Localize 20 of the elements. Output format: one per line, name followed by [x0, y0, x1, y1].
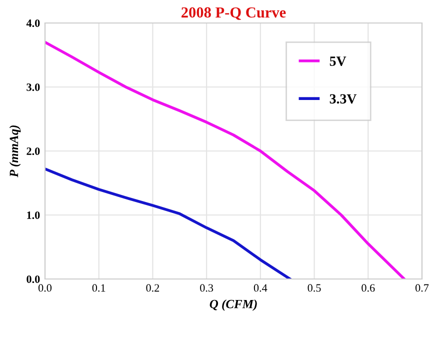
y-tick-label: 1.0 [27, 211, 40, 220]
x-tick-label: 0.5 [308, 284, 321, 292]
y-tick-label: 3.0 [26, 83, 40, 92]
line-series [45, 40, 406, 279]
x-tick-label: 0.2 [146, 284, 160, 292]
chart-title: 2008 P-Q Curve [182, 7, 286, 20]
y-axis-title: P (mmAq) [9, 125, 21, 178]
x-tick-label: 0.6 [362, 284, 375, 292]
legend-label: 3.3V [330, 94, 357, 104]
x-tick-label: 0.3 [200, 284, 214, 292]
y-tick-label: 2.0 [26, 147, 40, 156]
line-series [45, 168, 292, 279]
x-tick-label: 0.4 [254, 284, 268, 292]
y-tick-label: 4.0 [26, 19, 40, 28]
x-tick-label: 0.0 [38, 284, 52, 292]
x-tick-label: 0.1 [92, 284, 106, 292]
x-axis-title: Q (CFM) [210, 299, 257, 311]
x-tick-label: 0.7 [415, 284, 429, 292]
legend-label: 5V [330, 56, 346, 66]
y-tick-label: 0.0 [26, 275, 40, 284]
